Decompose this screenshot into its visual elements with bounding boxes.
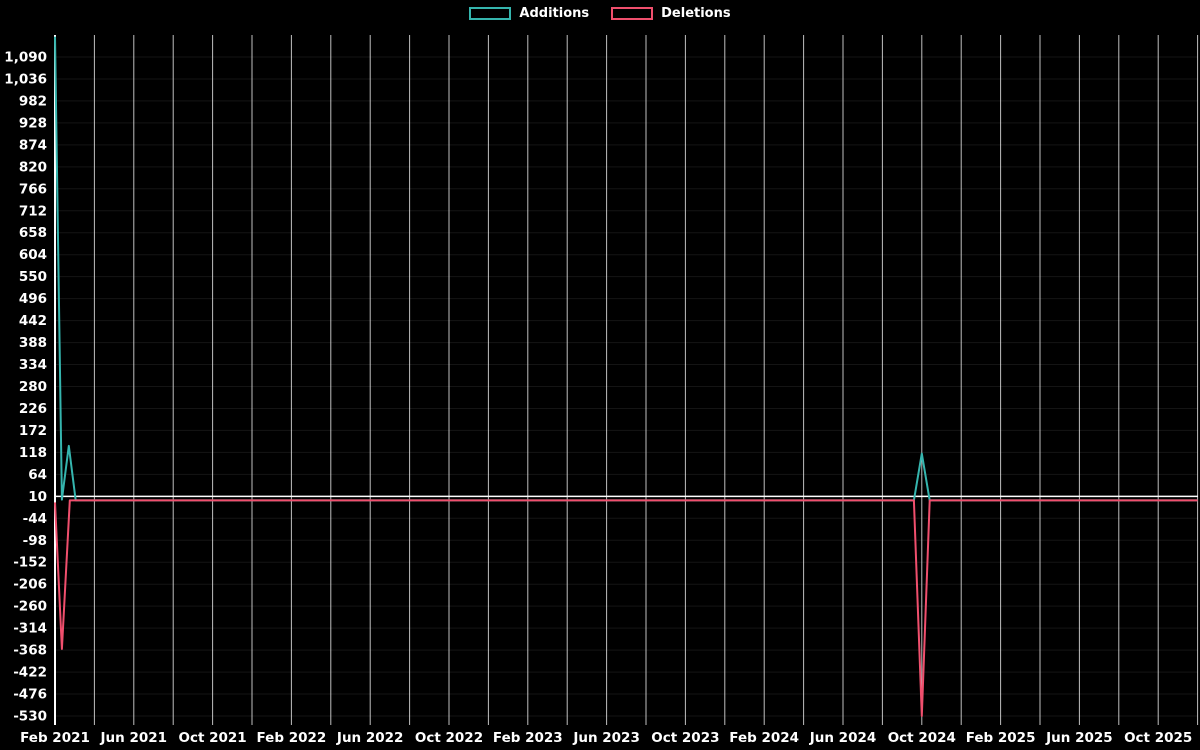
y-tick-label: -530	[13, 709, 47, 725]
chart-legend: Additions Deletions	[0, 7, 1200, 20]
x-tick-label: Oct 2025	[1124, 730, 1192, 746]
y-tick-label: -260	[13, 599, 47, 615]
x-tick-label: Jun 2025	[1045, 730, 1113, 746]
x-tick-label: Jun 2021	[100, 730, 168, 746]
y-tick-labels: 1,090 1,036 982 928 874 820 766 712 658 604 550 496…	[4, 50, 47, 725]
y-tick-label: 1,090	[4, 50, 47, 66]
y-tick-label: 172	[19, 423, 47, 439]
x-tick-label: Jun 2023	[572, 730, 640, 746]
x-tick-label: Oct 2024	[888, 730, 956, 746]
additions-swatch	[469, 7, 512, 20]
y-tick-label: -422	[13, 665, 47, 681]
x-tick-label: Oct 2021	[178, 730, 246, 746]
y-tick-label: 928	[19, 115, 47, 131]
y-tick-label: 10	[28, 489, 47, 505]
x-tick-label: Feb 2021	[20, 730, 90, 746]
y-tick-label: 334	[19, 357, 47, 373]
legend-item-additions[interactable]: Additions	[469, 7, 589, 20]
vertical-gridlines	[54, 35, 1199, 725]
legend-label-additions: Additions	[519, 6, 590, 21]
deletions-swatch	[611, 7, 654, 20]
horizontal-gridlines	[55, 56, 1198, 717]
deletions-line	[54, 499, 1198, 717]
y-tick-label: 874	[19, 137, 47, 153]
y-tick-label: 496	[19, 291, 47, 307]
y-tick-label: -152	[13, 555, 47, 571]
x-tick-label: Feb 2024	[729, 730, 799, 746]
y-tick-label: 658	[19, 225, 47, 241]
y-tick-label: 280	[19, 379, 47, 395]
x-tick-label: Feb 2023	[493, 730, 563, 746]
x-tick-label: Feb 2025	[966, 730, 1036, 746]
x-tick-label: Jun 2022	[336, 730, 404, 746]
y-tick-label: 982	[19, 93, 47, 109]
y-tick-label: -314	[13, 621, 47, 637]
x-tick-label: Oct 2022	[415, 730, 483, 746]
y-tick-label: 118	[19, 445, 47, 461]
x-tick-label: Oct 2023	[651, 730, 719, 746]
y-tick-label: -476	[13, 687, 47, 703]
y-tick-label: -44	[23, 511, 47, 527]
y-tick-label: 604	[19, 247, 47, 263]
y-tick-label: 766	[19, 181, 47, 197]
legend-item-deletions[interactable]: Deletions	[611, 6, 731, 21]
y-tick-label: 820	[19, 159, 47, 175]
y-tick-label: 388	[19, 335, 47, 351]
y-tick-label: -206	[13, 577, 47, 593]
y-tick-label: 226	[19, 401, 47, 417]
x-tick-labels: Feb 2021 Jun 2021 Oct 2021 Feb 2022 Jun 2022…	[20, 730, 1192, 746]
y-tick-label: 1,036	[4, 72, 47, 88]
y-tick-label: 64	[28, 467, 47, 483]
y-tick-label: -368	[13, 643, 47, 659]
y-tick-label: 550	[19, 269, 47, 285]
x-tick-label: Feb 2022	[257, 730, 327, 746]
y-tick-label: 712	[19, 203, 47, 219]
y-tick-label: 442	[19, 313, 47, 329]
legend-label-deletions: Deletions	[661, 6, 731, 21]
x-tick-label: Jun 2024	[809, 730, 877, 746]
y-tick-label: -98	[23, 533, 47, 549]
